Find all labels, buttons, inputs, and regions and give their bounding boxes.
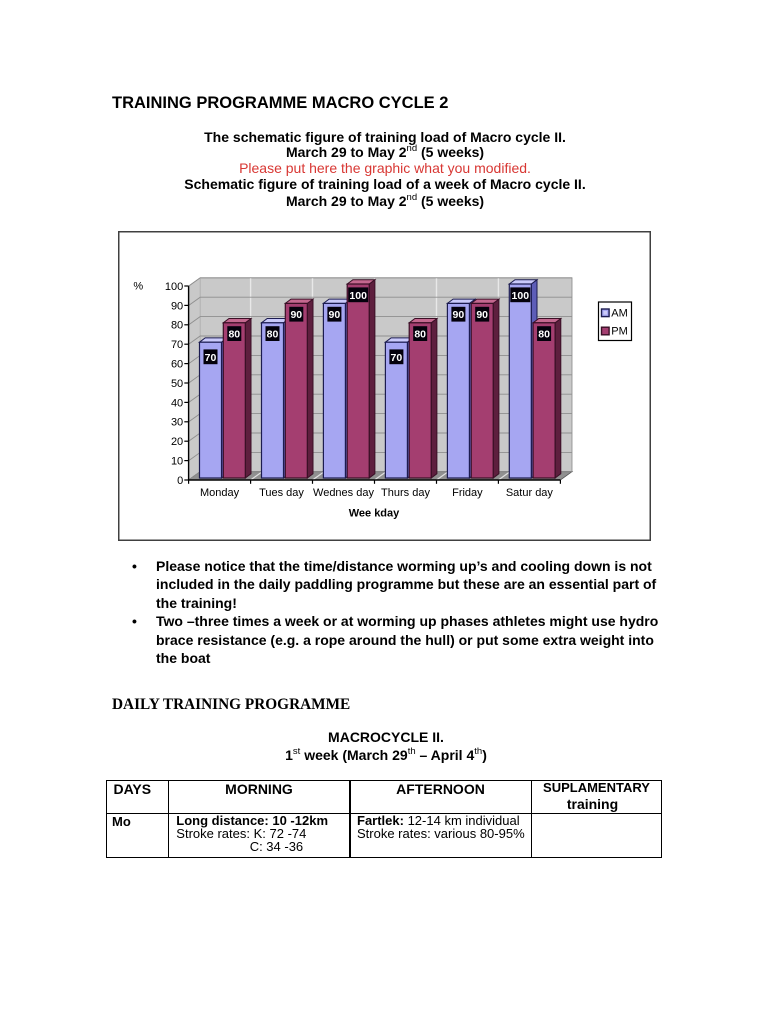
svg-text:10: 10: [171, 456, 183, 468]
svg-text:80: 80: [538, 329, 550, 341]
svg-text:30: 30: [171, 417, 183, 429]
svg-text:Wednes day: Wednes day: [313, 487, 374, 499]
svg-text:90: 90: [171, 300, 183, 312]
svg-text:90: 90: [290, 309, 302, 321]
svg-text:Thurs day: Thurs day: [381, 487, 430, 499]
svg-text:Friday: Friday: [452, 487, 483, 499]
svg-text:90: 90: [453, 309, 465, 321]
svg-text:90: 90: [329, 309, 341, 321]
svg-text:Satur day: Satur day: [506, 487, 554, 499]
svg-text:90: 90: [476, 309, 488, 321]
svg-text:50: 50: [171, 378, 183, 390]
svg-text:80: 80: [171, 320, 183, 332]
svg-text:60: 60: [171, 359, 183, 371]
svg-text:80: 80: [228, 329, 240, 341]
svg-text:0: 0: [177, 475, 183, 487]
svg-text:40: 40: [171, 397, 183, 409]
svg-text:70: 70: [205, 352, 217, 364]
svg-text:Tues day: Tues day: [259, 487, 304, 499]
svg-text:PM: PM: [611, 326, 628, 338]
svg-text:20: 20: [171, 436, 183, 448]
svg-text:100: 100: [349, 290, 367, 302]
svg-text:80: 80: [267, 329, 279, 341]
svg-text:Wee kday: Wee kday: [349, 508, 400, 520]
svg-text:70: 70: [391, 352, 403, 364]
svg-text:100: 100: [512, 290, 530, 302]
svg-text:70: 70: [171, 339, 183, 351]
svg-text:Monday: Monday: [200, 487, 240, 499]
svg-text:100: 100: [165, 281, 183, 293]
svg-text:AM: AM: [611, 307, 628, 319]
svg-text:80: 80: [414, 329, 426, 341]
svg-text:%: %: [133, 281, 143, 293]
